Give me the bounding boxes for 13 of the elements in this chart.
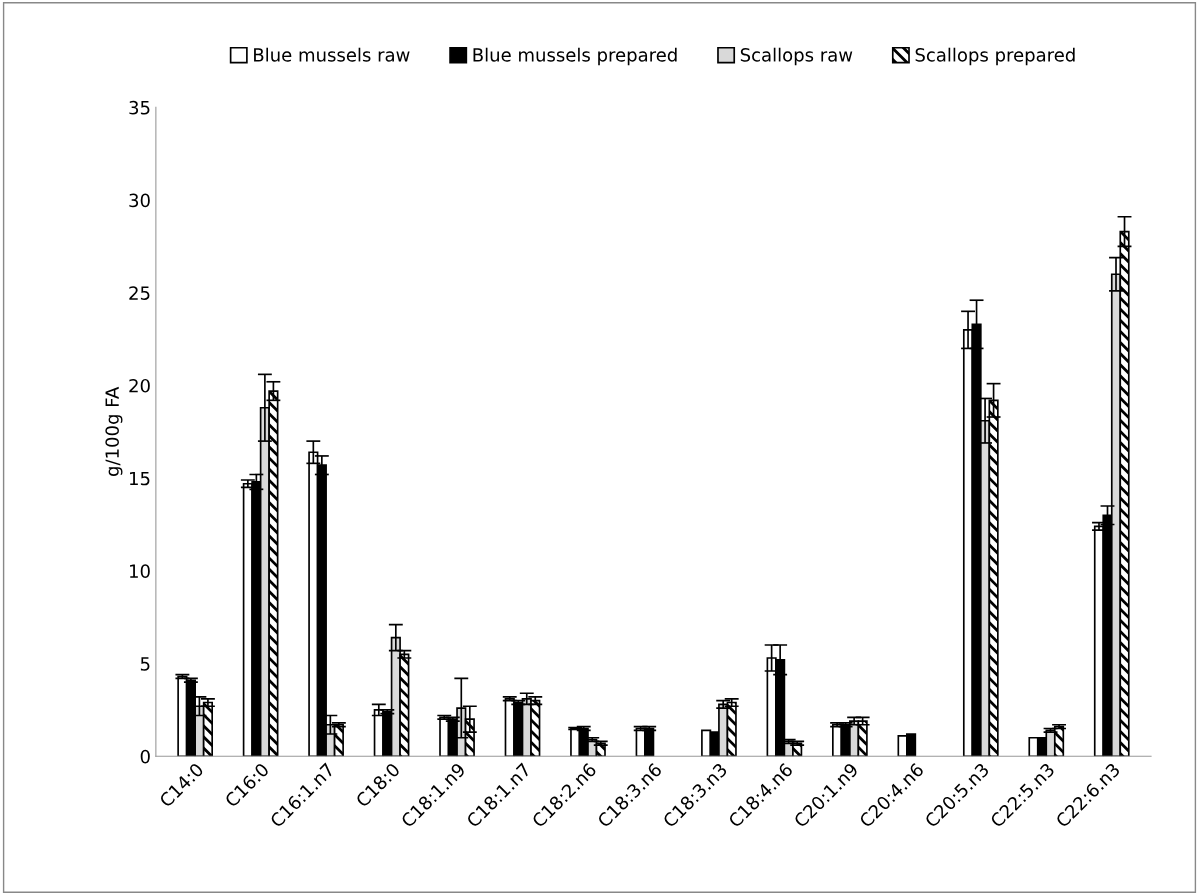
y-tick-label: 15 [130,471,150,486]
y-tick-label: 5 [140,657,150,671]
y-tick-label: 10 [130,564,150,578]
y-tick-label: 35 [129,100,150,115]
legend-label: Blue mussels raw [254,47,410,62]
legend-label: Scallops prepared [915,47,1075,66]
legend-label: Scallops raw [740,47,853,66]
legend-label: Blue mussels prepared [473,47,677,66]
y-tick-label: 0 [140,749,150,764]
y-axis-title: g/100g FA [105,386,123,476]
y-tick-label: 30 [129,193,150,208]
y-tick-label: 20 [129,378,150,393]
y-tick-label: 25 [129,286,150,300]
